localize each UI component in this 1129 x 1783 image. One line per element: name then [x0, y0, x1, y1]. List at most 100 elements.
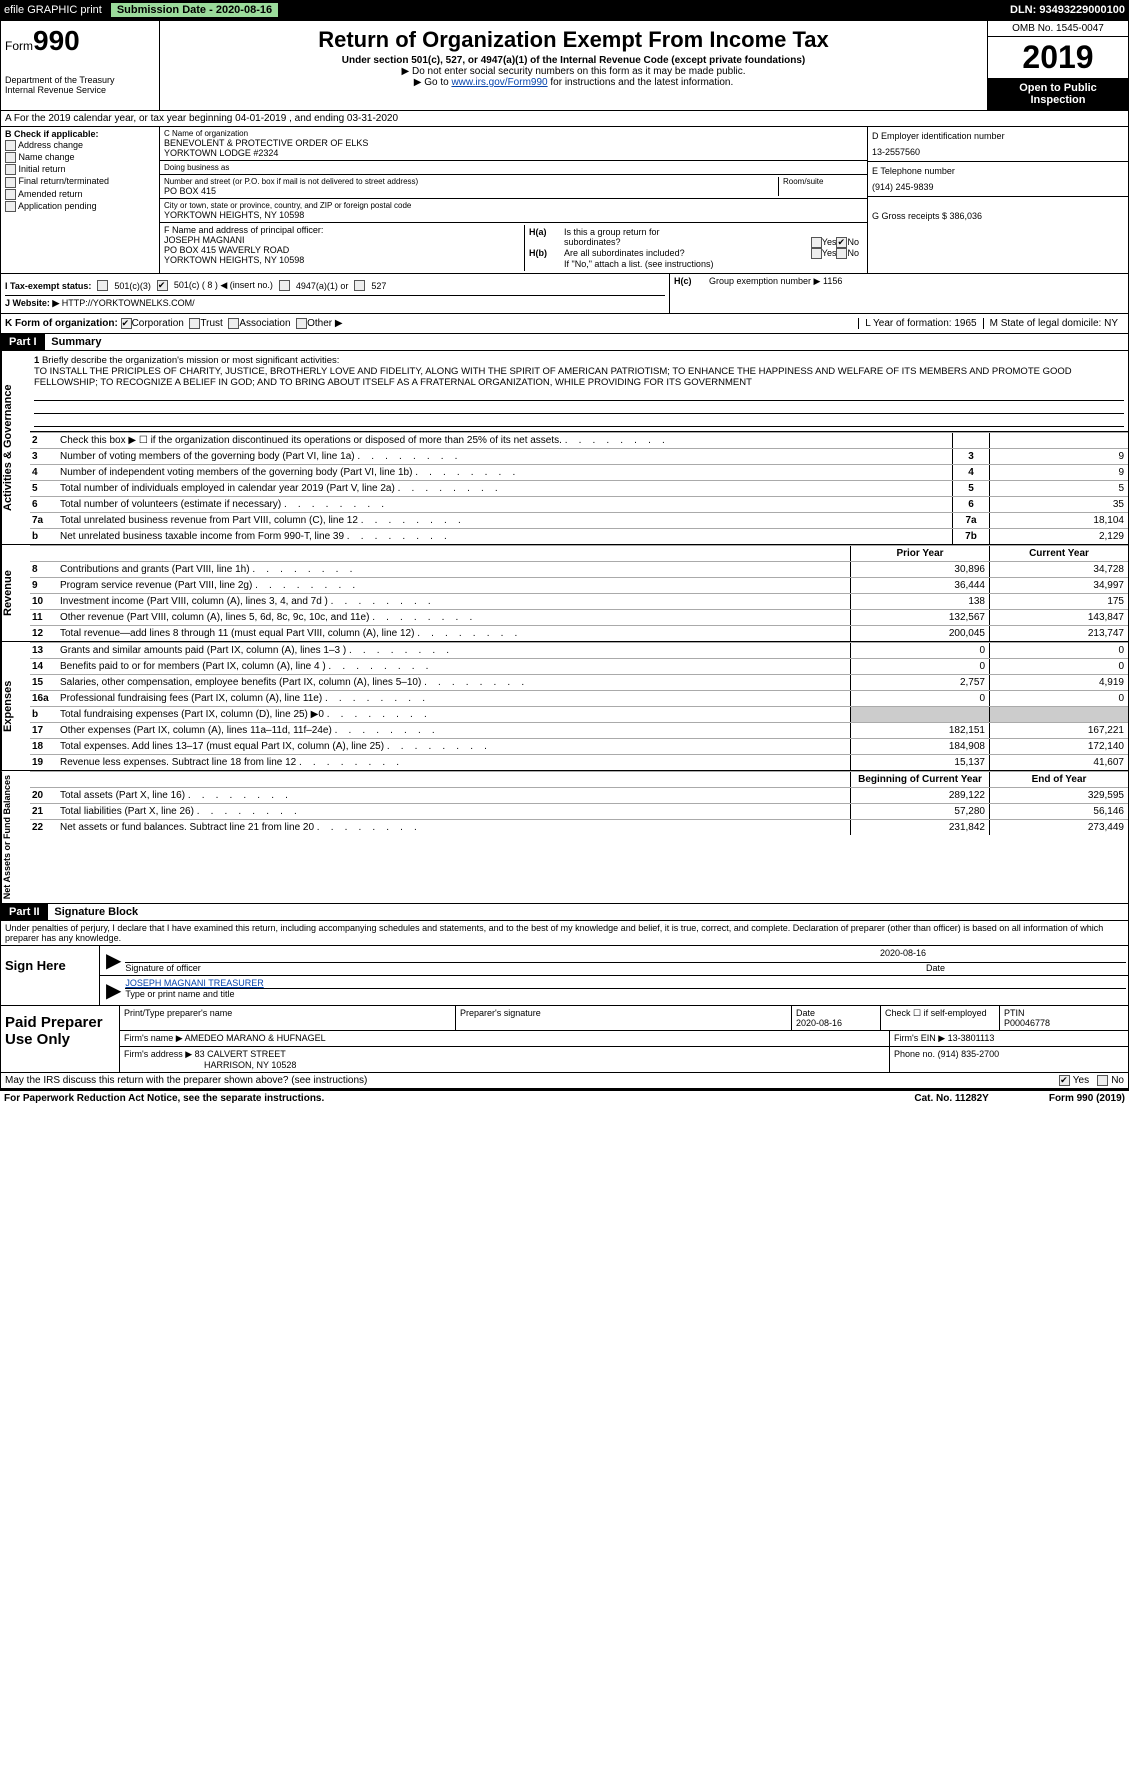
- governance-section: Activities & Governance 1 Briefly descri…: [1, 351, 1128, 545]
- officer-addr2: YORKTOWN HEIGHTS, NY 10598: [164, 255, 524, 265]
- tax-year: 2019: [988, 37, 1128, 78]
- ha2-text: subordinates?: [564, 237, 811, 248]
- 4947-label: 4947(a)(1) or: [296, 281, 349, 291]
- chk-address[interactable]: Address change: [5, 140, 155, 151]
- mission-text: TO INSTALL THE PRICIPLES OF CHARITY, JUS…: [34, 366, 1072, 388]
- self-emp-label[interactable]: Check ☐ if self-employed: [881, 1006, 1000, 1030]
- prep-sig-label: Preparer's signature: [456, 1006, 792, 1030]
- chk-name[interactable]: Name change: [5, 152, 155, 163]
- omb-number: OMB No. 1545-0047: [988, 21, 1128, 37]
- checkbox-checked-icon[interactable]: [836, 237, 847, 248]
- chk-label: Initial return: [19, 164, 66, 174]
- data-line: 17Other expenses (Part IX, column (A), l…: [30, 722, 1128, 738]
- ptin-value: P00046778: [1004, 1018, 1124, 1028]
- checkbox-icon[interactable]: [5, 164, 16, 175]
- discuss-text: May the IRS discuss this return with the…: [5, 1075, 367, 1086]
- org-name-label: C Name of organization: [164, 129, 863, 138]
- k-row: K Form of organization: Corporation Trus…: [1, 314, 1128, 334]
- checkbox-icon[interactable]: [354, 280, 365, 291]
- checkbox-icon[interactable]: [5, 201, 16, 212]
- yes-label: Yes: [1073, 1075, 1089, 1086]
- form990-link[interactable]: www.irs.gov/Form990: [451, 77, 547, 88]
- checkbox-icon[interactable]: [1097, 1075, 1108, 1086]
- phone-value: (914) 245-9839: [872, 182, 1124, 192]
- sub3: ▶ Go to www.irs.gov/Form990 for instruct…: [164, 77, 983, 88]
- checkbox-icon[interactable]: [811, 237, 822, 248]
- col-header-row: Prior Year Current Year: [30, 545, 1128, 561]
- part1-header: Part I Summary: [1, 334, 1128, 351]
- data-line: 13Grants and similar amounts paid (Part …: [30, 642, 1128, 658]
- end-year-hdr: End of Year: [989, 772, 1128, 787]
- chk-amended[interactable]: Amended return: [5, 189, 155, 200]
- org-name1: BENEVOLENT & PROTECTIVE ORDER OF ELKS: [164, 138, 863, 148]
- checkbox-icon[interactable]: [5, 189, 16, 200]
- hb-note: If "No," attach a list. (see instruction…: [564, 259, 859, 269]
- addr-value: PO BOX 415: [164, 186, 778, 196]
- state-domicile: M State of legal domicile: NY: [983, 318, 1124, 329]
- chk-label: Final return/terminated: [19, 176, 110, 186]
- arrow-icon: ▶: [102, 978, 125, 1003]
- firm-phone: (914) 835-2700: [938, 1049, 1000, 1059]
- checkbox-icon[interactable]: [189, 318, 200, 329]
- data-line: 10Investment income (Part VIII, column (…: [30, 593, 1128, 609]
- checkbox-icon[interactable]: [5, 152, 16, 163]
- checkbox-icon[interactable]: [811, 248, 822, 259]
- checkbox-icon[interactable]: [5, 140, 16, 151]
- chk-label: Name change: [19, 152, 75, 162]
- sig-officer-label: Signature of officer: [125, 963, 926, 973]
- chk-label: Amended return: [18, 189, 83, 199]
- revenue-section: Revenue Prior Year Current Year 8Contrib…: [1, 545, 1128, 642]
- firm-name-label: Firm's name ▶: [124, 1033, 183, 1043]
- discuss-row: May the IRS discuss this return with the…: [1, 1073, 1128, 1090]
- expenses-section: Expenses 13Grants and similar amounts pa…: [1, 642, 1128, 771]
- hb-text: Are all subordinates included?: [564, 248, 811, 259]
- sig-declaration: Under penalties of perjury, I declare th…: [1, 921, 1128, 946]
- mission-block: 1 Briefly describe the organization's mi…: [30, 351, 1128, 432]
- gross-receipts: G Gross receipts $ 386,036: [872, 211, 1124, 221]
- checkbox-checked-icon[interactable]: [121, 318, 132, 329]
- 527-label: 527: [371, 281, 386, 291]
- chk-pending[interactable]: Application pending: [5, 201, 155, 212]
- gov-line: 7aTotal unrelated business revenue from …: [30, 512, 1128, 528]
- hc-text: Group exemption number ▶ 1156: [709, 276, 842, 287]
- data-line: 9Program service revenue (Part VIII, lin…: [30, 577, 1128, 593]
- checkbox-icon[interactable]: [228, 318, 239, 329]
- prep-date-label: Date: [796, 1008, 876, 1018]
- checkbox-icon[interactable]: [97, 280, 108, 291]
- print-name-label: Print/Type preparer's name: [120, 1006, 456, 1030]
- form-header: Form990 Department of the Treasury Inter…: [1, 21, 1128, 111]
- website-url[interactable]: HTTP://YORKTOWNELKS.COM/: [62, 298, 195, 308]
- checkbox-icon[interactable]: [836, 248, 847, 259]
- col-b-header: B Check if applicable:: [5, 129, 99, 139]
- no-label: No: [847, 248, 859, 259]
- checkbox-icon[interactable]: [279, 280, 290, 291]
- checkbox-icon[interactable]: [5, 177, 16, 188]
- 501c3-label: 501(c)(3): [114, 281, 151, 291]
- data-line: 20Total assets (Part X, line 16)289,1223…: [30, 787, 1128, 803]
- ein-label: D Employer identification number: [872, 131, 1124, 141]
- sub3-post: for instructions and the latest informat…: [548, 77, 734, 88]
- arrow-icon: ▶: [102, 948, 125, 973]
- sign-here-label: Sign Here: [1, 946, 100, 1005]
- checkbox-checked-icon[interactable]: [1059, 1075, 1070, 1086]
- paid-label: Paid Preparer Use Only: [1, 1006, 120, 1072]
- checkbox-icon[interactable]: [296, 318, 307, 329]
- form-num: 990: [33, 25, 80, 56]
- signature-section: Under penalties of perjury, I declare th…: [1, 921, 1128, 1090]
- part1-badge: Part I: [1, 334, 45, 350]
- data-line: 15Salaries, other compensation, employee…: [30, 674, 1128, 690]
- firm-addr1: 83 CALVERT STREET: [195, 1049, 286, 1059]
- chk-final[interactable]: Final return/terminated: [5, 176, 155, 187]
- checkbox-checked-icon[interactable]: [157, 280, 168, 291]
- room-label: Room/suite: [783, 177, 863, 186]
- officer-name: JOSEPH MAGNANI: [164, 235, 524, 245]
- mission-label: Briefly describe the organization's miss…: [42, 355, 340, 366]
- footer-left: For Paperwork Reduction Act Notice, see …: [4, 1093, 324, 1104]
- data-line: 18Total expenses. Add lines 13–17 (must …: [30, 738, 1128, 754]
- firm-name: AMEDEO MARANO & HUFNAGEL: [185, 1033, 326, 1043]
- firm-ein: 13-3801113: [948, 1033, 995, 1043]
- chk-initial[interactable]: Initial return: [5, 164, 155, 175]
- top-bar: efile GRAPHIC print Submission Date - 20…: [0, 0, 1129, 20]
- header-mid: Return of Organization Exempt From Incom…: [160, 21, 987, 110]
- no-label: No: [1111, 1075, 1124, 1086]
